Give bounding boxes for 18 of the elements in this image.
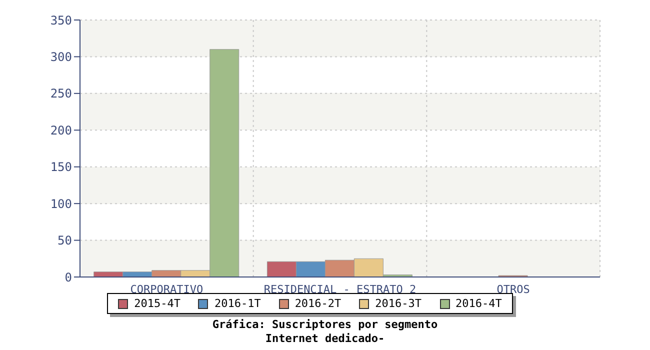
y-tick-label: 100	[50, 196, 72, 211]
x-tick-label: OTROS	[496, 282, 530, 296]
text: Internet dedicado-	[264, 332, 386, 346]
y-tick-label: 50	[58, 234, 72, 248]
y-tick-label: 300	[50, 50, 72, 64]
legend-label: 2016-2T	[294, 297, 342, 310]
y-tick-label: 250	[50, 86, 72, 101]
text: Gráfica: Suscriptores por segmento	[211, 318, 439, 332]
y-tick-label: 200	[50, 123, 72, 138]
legend-label: 2015-4T	[133, 297, 180, 310]
legend-label: 2016-4T	[454, 297, 502, 310]
x-tick-label: RESIDENCIAL - ESTRATO 2	[264, 282, 416, 296]
legend-label: 2016-1T	[213, 297, 261, 310]
y-tick-label: 0	[64, 270, 72, 284]
y-tick-label: 350	[50, 13, 72, 28]
y-tick-label: 150	[50, 160, 72, 174]
x-tick-label: CORPORATIVO	[130, 282, 204, 296]
legend-label: 2016-3T	[374, 297, 422, 310]
